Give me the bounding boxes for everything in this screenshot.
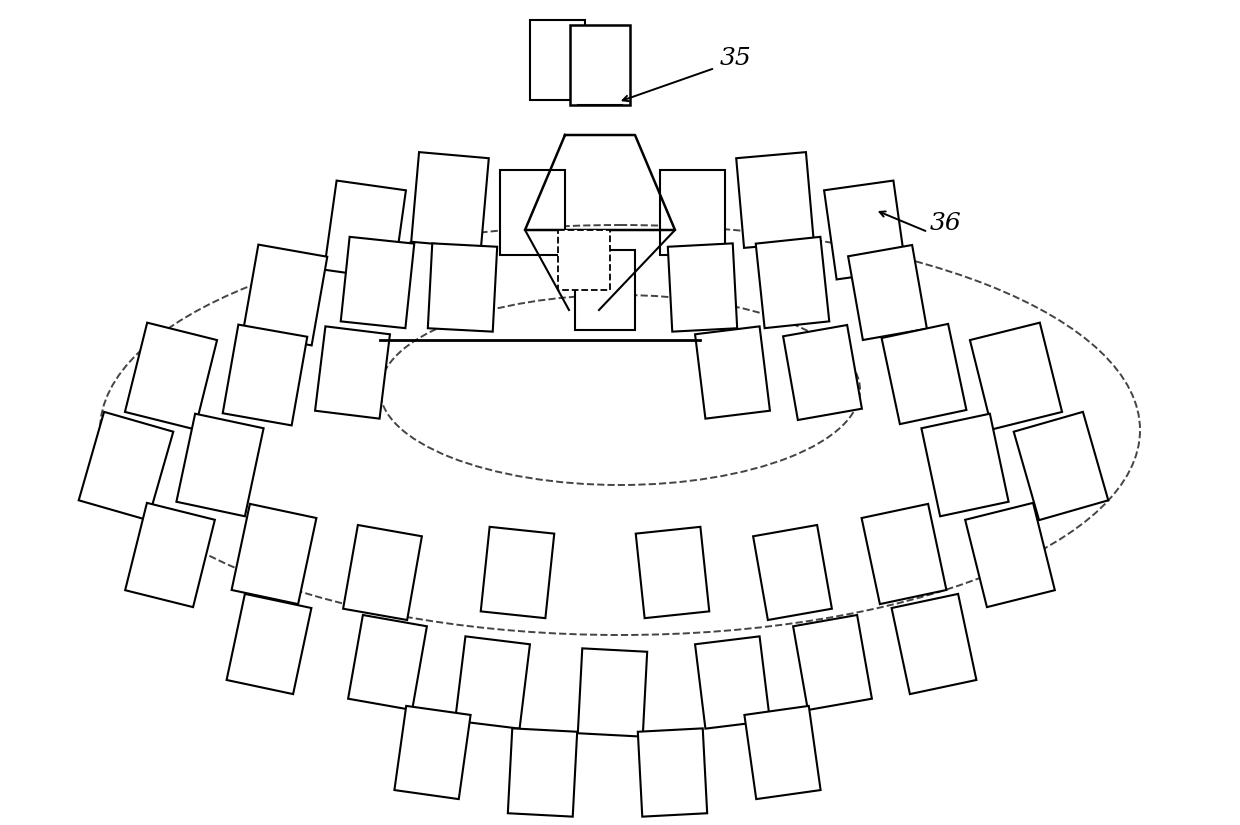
Bar: [696, 636, 770, 728]
Bar: [862, 504, 946, 604]
Bar: [882, 324, 966, 424]
Bar: [848, 245, 926, 340]
Bar: [753, 525, 832, 620]
Bar: [737, 152, 813, 248]
Bar: [529, 20, 585, 100]
Bar: [176, 413, 264, 516]
Bar: [744, 706, 821, 799]
Bar: [428, 243, 497, 332]
Bar: [558, 230, 610, 290]
Bar: [348, 615, 427, 710]
Bar: [575, 250, 635, 330]
Bar: [125, 323, 217, 429]
Bar: [892, 594, 976, 694]
Bar: [455, 636, 529, 728]
Bar: [570, 25, 630, 105]
Bar: [794, 615, 872, 710]
Bar: [412, 152, 489, 248]
Bar: [243, 244, 327, 346]
Bar: [508, 728, 577, 817]
Bar: [660, 170, 725, 255]
Bar: [965, 503, 1055, 607]
Text: 35: 35: [720, 47, 751, 70]
Bar: [500, 170, 565, 255]
Bar: [637, 728, 707, 817]
Bar: [636, 527, 709, 618]
Bar: [921, 413, 1008, 516]
Bar: [394, 706, 471, 799]
Text: 36: 36: [930, 212, 962, 235]
Bar: [223, 324, 308, 426]
Bar: [825, 181, 906, 280]
Bar: [578, 648, 647, 737]
Bar: [227, 594, 311, 694]
Bar: [970, 323, 1061, 429]
Bar: [315, 327, 389, 418]
Bar: [343, 525, 422, 620]
Bar: [784, 325, 862, 420]
Bar: [341, 237, 414, 328]
Bar: [755, 237, 830, 328]
Bar: [1014, 412, 1109, 520]
Bar: [481, 527, 554, 618]
Bar: [324, 181, 405, 280]
Bar: [696, 327, 770, 418]
Bar: [668, 243, 737, 332]
Bar: [78, 412, 174, 520]
Bar: [232, 504, 316, 604]
Bar: [125, 503, 215, 607]
